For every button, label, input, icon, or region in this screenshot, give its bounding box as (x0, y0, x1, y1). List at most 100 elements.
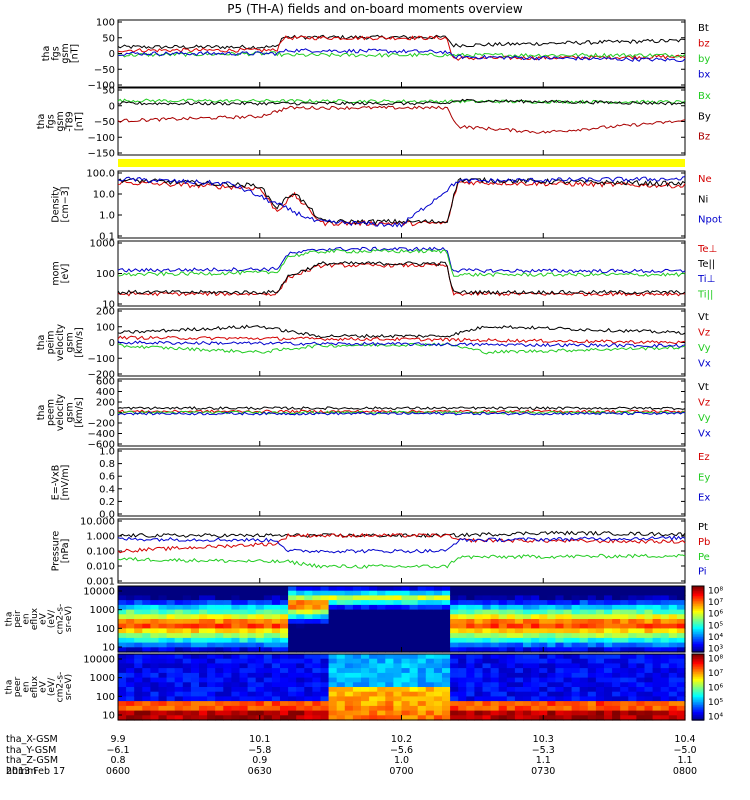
spectrogram-cell (506, 672, 516, 679)
spectrogram-cell (636, 590, 646, 596)
spectrogram-cell (352, 663, 362, 669)
spectrogram-cell (304, 600, 313, 606)
spectrogram-cell (344, 628, 354, 634)
spectrogram-cell (628, 701, 637, 707)
spectrogram-cell (523, 715, 532, 721)
spectrogram-cell (612, 609, 621, 615)
spectrogram-cell (280, 658, 289, 664)
spectrogram-cell (207, 668, 216, 674)
spectrogram-cell (352, 647, 362, 653)
spectrogram-cell (231, 687, 241, 693)
spectrogram-cell (328, 668, 338, 674)
spectrogram-cell (255, 663, 265, 669)
colorbar-step (692, 609, 704, 612)
spectrogram-cell (320, 710, 330, 716)
spectrogram-cell (352, 687, 362, 693)
spectrogram-cell (158, 614, 168, 620)
spectrogram-cell (158, 633, 168, 639)
y-tick-label: 10 (102, 711, 115, 722)
spectrogram-cell (587, 637, 597, 644)
spectrogram-cell (304, 654, 313, 660)
y-tick-label: 0.100 (86, 547, 115, 558)
y-axis-label: [cm−3] (60, 187, 71, 223)
spectrogram-cell (579, 668, 589, 674)
spectrogram-cell (336, 696, 346, 702)
spectrogram-cell (288, 619, 297, 625)
spectrogram-cell (296, 590, 305, 596)
spectrogram-cell (547, 637, 556, 644)
spectrogram-cell (433, 595, 443, 601)
spectrogram-cell (304, 633, 313, 639)
spectrogram-cell (660, 710, 670, 716)
spectrogram-cell (644, 637, 654, 644)
spectrogram-cell (255, 590, 265, 596)
spectrogram-cell (320, 623, 330, 629)
spectrogram-cell (474, 677, 484, 683)
spectrogram-cell (514, 710, 524, 716)
spectrogram-cell (336, 687, 346, 693)
spectrogram-cell (142, 687, 151, 693)
spectrogram-cell (223, 647, 232, 653)
spectrogram-cell (207, 705, 216, 712)
spectrogram-cell (595, 590, 605, 596)
spectrogram-cell (458, 705, 467, 712)
series-line (117, 410, 686, 415)
spectrogram-cell (271, 614, 281, 620)
spectrogram-cell (247, 619, 257, 625)
spectrogram-cell (182, 590, 192, 596)
spectrogram-cell (425, 705, 435, 712)
spectrogram-cell (595, 647, 605, 653)
spectrogram-cell (490, 654, 500, 660)
footer-value: −6.1 (106, 744, 130, 756)
spectrogram-cell (466, 609, 475, 615)
spectrogram-cell (474, 595, 484, 601)
spectrogram-cell (190, 672, 200, 679)
y-axis-label: tha (36, 335, 47, 351)
spectrogram-cell (296, 677, 305, 683)
spectrogram-cell (425, 628, 435, 634)
spectrogram-cell (255, 701, 265, 707)
spectrogram-cell (644, 623, 654, 629)
spectrogram-cell (182, 715, 192, 721)
spectrogram-cell (401, 614, 411, 620)
spectrogram-cell (425, 586, 435, 592)
spectrogram-cell (328, 642, 338, 648)
spectrogram-cell (514, 687, 524, 693)
spectrogram-cell (539, 705, 548, 712)
spectrogram-cell (393, 677, 403, 683)
spectrogram-cell (207, 614, 216, 620)
spectrogram-cell (304, 672, 313, 679)
spectrogram-cell (247, 677, 257, 683)
spectrogram-cell (417, 701, 427, 707)
spectrogram-cell (482, 595, 492, 601)
spectrogram-cell (118, 647, 127, 653)
spectrogram-cell (466, 710, 475, 716)
spectrogram-cell (247, 672, 257, 679)
spectrogram-cell (271, 633, 281, 639)
spectrogram-cell (328, 619, 338, 625)
spectrogram-cell (369, 623, 378, 629)
spectrogram-cell (482, 590, 492, 596)
spectrogram-cell (644, 658, 654, 664)
spectrogram-cell (280, 715, 289, 721)
spectrogram-cell (506, 623, 516, 629)
spectrogram-cell (490, 590, 500, 596)
y-tick-label: 0.4 (99, 484, 115, 495)
spectrogram-cell (126, 691, 135, 697)
spectrogram-cell (271, 696, 281, 702)
spectrogram-cell (328, 654, 338, 660)
y-tick-label: −150 (88, 149, 115, 160)
colorbar-tick-label: 10⁶ (708, 684, 723, 694)
spectrogram-cell (466, 672, 475, 679)
spectrogram-cell (207, 642, 216, 648)
spectrogram-cell (409, 586, 419, 592)
spectrogram-cell (498, 691, 508, 697)
spectrogram-cell (676, 614, 686, 620)
spectrogram-cell (150, 696, 160, 702)
spectrogram-cell (231, 672, 241, 679)
y-tick-label: 100 (96, 322, 115, 333)
colorbar-step (692, 703, 704, 706)
spectrogram-cell (393, 595, 403, 601)
spectrogram-cell (288, 637, 297, 644)
spectrogram-cell (563, 595, 573, 601)
